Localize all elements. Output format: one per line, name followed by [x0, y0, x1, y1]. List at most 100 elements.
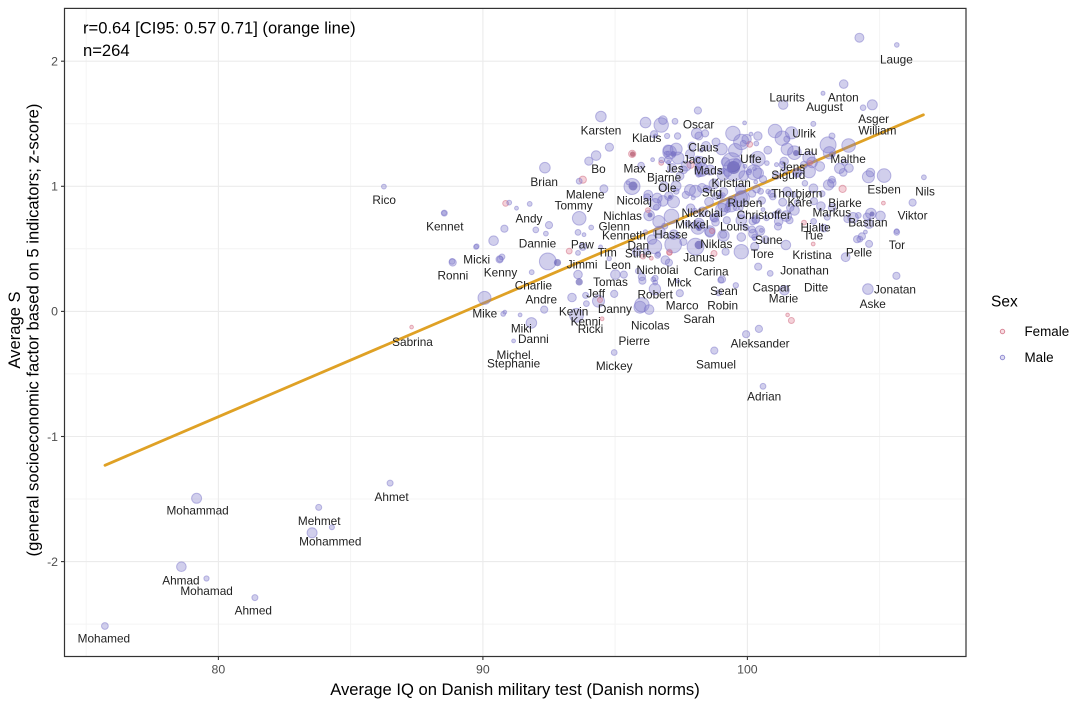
- svg-text:Samuel: Samuel: [696, 357, 736, 371]
- svg-text:Malene: Malene: [566, 187, 605, 201]
- svg-text:Niklas: Niklas: [700, 237, 732, 251]
- svg-text:Tommy: Tommy: [555, 198, 593, 212]
- svg-text:Laurits: Laurits: [769, 90, 805, 104]
- svg-text:Tomas: Tomas: [593, 275, 628, 289]
- svg-text:1: 1: [51, 180, 58, 194]
- svg-text:90: 90: [476, 663, 490, 677]
- svg-text:Average IQ on Danish military: Average IQ on Danish military test (Dani…: [330, 680, 700, 699]
- svg-text:Tue: Tue: [803, 229, 823, 243]
- svg-text:Ricki: Ricki: [578, 322, 604, 336]
- svg-text:Ole: Ole: [658, 181, 677, 195]
- svg-text:n=264: n=264: [83, 41, 130, 60]
- svg-text:Ahmet: Ahmet: [375, 490, 410, 504]
- svg-text:Sarah: Sarah: [683, 312, 714, 326]
- svg-text:80: 80: [212, 663, 226, 677]
- svg-text:Bjarke: Bjarke: [828, 196, 862, 210]
- svg-text:Thorbjørn: Thorbjørn: [771, 186, 822, 200]
- svg-text:Klaus: Klaus: [632, 131, 662, 145]
- svg-text:Uffe: Uffe: [740, 152, 762, 166]
- svg-text:Hjalte: Hjalte: [801, 221, 832, 235]
- svg-text:Ruben: Ruben: [728, 196, 763, 210]
- svg-text:Nicolaj: Nicolaj: [616, 194, 651, 208]
- svg-text:Jonathan: Jonathan: [780, 264, 829, 278]
- svg-text:-1: -1: [47, 430, 58, 444]
- svg-text:Kåre: Kåre: [787, 195, 812, 209]
- svg-text:r=0.64 [CI95: 0.57 0.71] (oran: r=0.64 [CI95: 0.57 0.71] (orange line): [83, 19, 356, 38]
- svg-text:Malthe: Malthe: [830, 152, 866, 166]
- svg-text:Paw: Paw: [571, 237, 594, 251]
- svg-text:Sune: Sune: [755, 233, 783, 247]
- svg-text:Sex: Sex: [991, 294, 1018, 311]
- svg-text:Kenni: Kenni: [571, 315, 601, 329]
- svg-text:Sabrina: Sabrina: [392, 335, 433, 349]
- svg-text:Ditte: Ditte: [804, 281, 829, 295]
- svg-text:Kenneth: Kenneth: [602, 228, 646, 242]
- svg-text:Dannie: Dannie: [519, 237, 557, 251]
- svg-text:Oscar: Oscar: [683, 118, 715, 132]
- svg-text:Robin: Robin: [707, 299, 738, 313]
- svg-text:Markus: Markus: [812, 206, 851, 220]
- svg-text:Mick: Mick: [667, 276, 691, 290]
- svg-text:Kevin: Kevin: [559, 304, 589, 318]
- svg-text:Nicholai: Nicholai: [637, 263, 679, 277]
- svg-text:Mohammad: Mohammad: [166, 504, 228, 518]
- svg-text:Ronni: Ronni: [437, 269, 468, 283]
- svg-text:Dan: Dan: [627, 238, 649, 252]
- svg-text:Nils: Nils: [915, 184, 935, 198]
- svg-text:Jonatan: Jonatan: [874, 283, 916, 297]
- svg-text:Stig: Stig: [702, 186, 722, 200]
- svg-text:Kenny: Kenny: [484, 265, 518, 279]
- svg-text:Mike: Mike: [472, 306, 497, 320]
- svg-text:Marco: Marco: [666, 299, 699, 313]
- svg-text:Pelle: Pelle: [846, 245, 873, 259]
- svg-text:Claus: Claus: [688, 140, 718, 154]
- svg-text:Anton: Anton: [828, 90, 859, 104]
- svg-text:Charlie: Charlie: [515, 279, 553, 293]
- svg-text:Tim: Tim: [598, 246, 617, 260]
- svg-text:(general socioeconomic factor: (general socioeconomic factor based on 5…: [24, 104, 43, 557]
- svg-text:Nichlas: Nichlas: [603, 209, 642, 223]
- svg-text:Bastian: Bastian: [848, 215, 887, 229]
- svg-text:Mickey: Mickey: [596, 359, 633, 373]
- svg-text:0: 0: [51, 305, 58, 319]
- svg-text:Adrian: Adrian: [747, 390, 781, 404]
- svg-text:100: 100: [737, 663, 758, 677]
- svg-text:Lauge: Lauge: [880, 52, 913, 66]
- svg-text:Esben: Esben: [867, 182, 900, 196]
- svg-text:Mehmet: Mehmet: [298, 514, 341, 528]
- svg-text:Tor: Tor: [889, 238, 905, 252]
- svg-text:2: 2: [51, 55, 58, 69]
- svg-text:Stephanie: Stephanie: [487, 357, 541, 371]
- svg-text:Marie: Marie: [769, 291, 799, 305]
- svg-text:Tore: Tore: [751, 247, 774, 261]
- svg-text:Asger: Asger: [858, 112, 889, 126]
- svg-text:Jes: Jes: [665, 162, 683, 176]
- svg-text:Ahmad: Ahmad: [162, 574, 199, 588]
- svg-text:Karsten: Karsten: [581, 124, 622, 138]
- svg-text:Sigurd: Sigurd: [771, 168, 805, 182]
- svg-text:Aske: Aske: [860, 297, 887, 311]
- svg-text:Sean: Sean: [710, 284, 738, 298]
- svg-text:Bo: Bo: [591, 162, 606, 176]
- svg-text:Micki: Micki: [463, 253, 490, 267]
- svg-text:Kristina: Kristina: [792, 248, 832, 262]
- svg-text:Robert: Robert: [637, 288, 673, 302]
- svg-text:Glenn: Glenn: [598, 219, 629, 233]
- svg-text:Nicolas: Nicolas: [631, 318, 670, 332]
- svg-text:Mads: Mads: [694, 163, 723, 177]
- svg-text:Mohammed: Mohammed: [299, 535, 361, 549]
- svg-text:Kristian: Kristian: [712, 176, 751, 190]
- svg-text:Andy: Andy: [516, 212, 543, 226]
- svg-text:Leon: Leon: [605, 258, 631, 272]
- svg-text:Michel: Michel: [497, 348, 531, 362]
- svg-text:Kennet: Kennet: [426, 219, 464, 233]
- svg-text:Viktor: Viktor: [898, 209, 928, 223]
- svg-text:Ahmed: Ahmed: [235, 603, 272, 617]
- svg-text:Miki: Miki: [511, 322, 532, 336]
- svg-text:Christoffer: Christoffer: [737, 208, 791, 222]
- svg-text:August: August: [806, 100, 843, 114]
- svg-text:Carina: Carina: [694, 265, 729, 279]
- svg-text:Andre: Andre: [526, 292, 558, 306]
- svg-text:Male: Male: [1025, 350, 1054, 365]
- svg-text:Nickolai: Nickolai: [682, 206, 723, 220]
